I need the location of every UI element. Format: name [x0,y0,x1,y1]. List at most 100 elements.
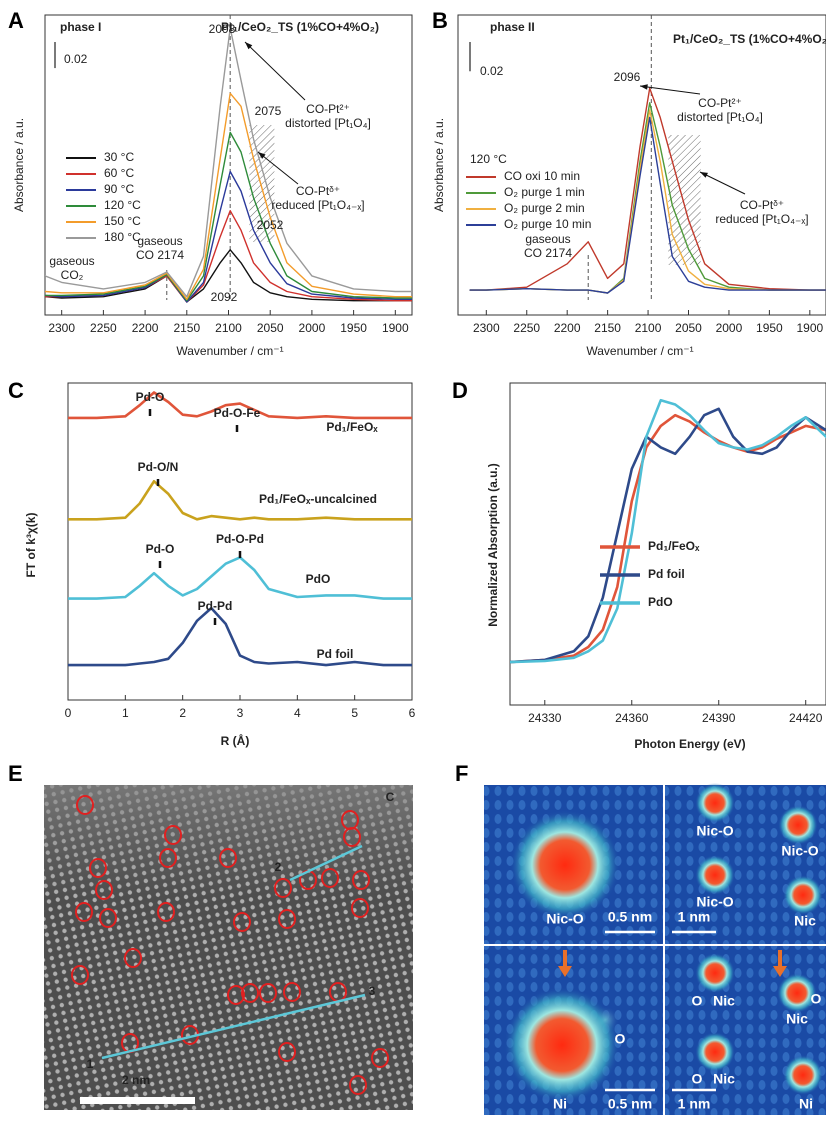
line-label: 1 [87,1057,94,1071]
annotation: 2098 [209,22,236,36]
atom-label: Ni [799,1096,813,1112]
scale-bar-label: 0.02 [64,52,88,66]
plot-area [510,400,826,662]
annotation: Pd-O [146,542,175,556]
scale-bar-label: 0.5 nm [608,1096,652,1112]
legend-label: 180 °C [104,230,141,244]
annotation: gaseousCO₂ [49,254,94,282]
scale-bar [80,1097,195,1104]
legend-label: PdO [648,595,673,609]
annotation-line: gaseous [525,232,570,246]
x-tick-label: 24330 [528,711,562,725]
y-axis-label: Absorbance / a.u. [432,118,446,212]
curve [45,172,412,303]
x-tick-label: 2150 [173,321,200,335]
atom-label: Nic-O [696,823,733,839]
scale-bar-label: 1 nm [678,909,711,925]
x-tick-label: 24390 [702,711,736,725]
annotation-line: CO-Ptᵟ⁺ [296,184,340,198]
legend-label: Pd foil [648,567,685,581]
atom-label: Nic [713,993,735,1009]
annotation-line: reduced [Pt₁O₄₋ₓ] [271,198,364,212]
x-tick-label: 2000 [716,321,743,335]
annotation: Pd-O-Fe [214,406,261,420]
legend-label: 30 °C [104,150,134,164]
atom-spot [510,810,620,920]
x-tick-label: 2200 [554,321,581,335]
x-tick-label: 0 [65,706,72,720]
curve [68,608,412,665]
x-tick-label: 2150 [594,321,621,335]
x-tick-label: 3 [237,706,244,720]
annotation-line: gaseous [137,234,182,248]
panel-letter: C [8,378,24,403]
annotation-line: CO-Pt²⁺ [306,102,350,116]
scale-bar-label: 0.5 nm [608,909,652,925]
x-axis-label: R (Å) [221,733,250,748]
x-tick-label: 2200 [132,321,159,335]
x-tick-label: 2300 [48,321,75,335]
arrow [245,42,305,100]
plot-title: phase II [490,20,535,34]
atom-spot [778,805,818,845]
y-axis-label: FT of k³χ(k) [24,513,38,578]
legend-title: 120 °C [470,152,507,166]
plot-area [45,15,412,302]
atom-spot [695,1032,735,1072]
annotation: Pd-Pd [198,599,233,613]
corner-label: C [386,790,395,804]
legend-label: O₂ purge 10 min [504,217,591,231]
curve [68,557,412,598]
y-axis-label: Absorbance / a.u. [12,118,26,212]
annotation: CO-Ptᵟ⁺reduced [Pt₁O₄₋ₓ] [271,184,364,212]
panel-letter: A [8,8,24,33]
amorphous-layer [44,785,413,1110]
atom-spot [504,987,620,1103]
x-tick-label: 2050 [257,321,284,335]
annotation-line: distorted [Pt₁O₄] [285,116,371,130]
x-tick-label: 1 [122,706,129,720]
annotation: 2052 [257,218,284,232]
x-tick-label: 24420 [789,711,823,725]
x-tick-label: 1950 [756,321,783,335]
hatched-region [668,135,700,265]
annotation: Pd-O [136,390,165,404]
x-tick-label: 2300 [473,321,500,335]
annotation: Pd-O-Pd [216,532,264,546]
annotation-line: reduced [Pt₁O₄₋ₓ] [715,212,808,226]
atom-label: Nic-O [781,843,818,859]
plot-subtitle: Pt₁/CeO₂_TS (1%CO+4%O₂) [673,32,826,46]
scale-bar-label: 1 nm [678,1096,711,1112]
x-axis-label: Wavenumber / cm⁻¹ [176,344,283,358]
annotation-line: CO 2174 [524,246,572,260]
panel-letter: E [8,761,23,786]
series-label: PdO [306,572,331,586]
atom-label: O [692,993,703,1009]
atom-spot [695,953,735,993]
x-tick-label: 1950 [340,321,367,335]
annotation-line: CO-Ptᵟ⁺ [740,198,784,212]
plot-title: phase I [60,20,101,34]
x-tick-label: 2100 [635,321,662,335]
x-tick-label: 5 [351,706,358,720]
legend-label: CO oxi 10 min [504,169,580,183]
x-tick-label: 1900 [796,321,823,335]
scale-bar-label: 0.02 [480,64,504,78]
legend-label: 120 °C [104,198,141,212]
annotation-line: CO₂ [61,268,84,282]
atom-label: O [811,991,822,1007]
atom-label: Nic-O [546,911,583,927]
scale-bar-label: 2 nm [122,1073,150,1087]
arrow-head [700,172,708,178]
atom-label: O [615,1031,626,1047]
atom-spot [783,875,823,915]
x-tick-label: 2000 [299,321,326,335]
atom-label: O [692,1071,703,1087]
annotation: gaseousCO 2174 [136,234,184,262]
atom-label: Nic [794,913,816,929]
figure: A 2300 2250 2200 2150 2100 2050 2000 1950 1900 Wav… [0,0,826,1121]
x-tick-label: 2250 [90,321,117,335]
plot-subtitle: Pt₁/CeO₂_TS (1%CO+4%O₂) [221,20,379,34]
atom-label: Nic-O [696,894,733,910]
